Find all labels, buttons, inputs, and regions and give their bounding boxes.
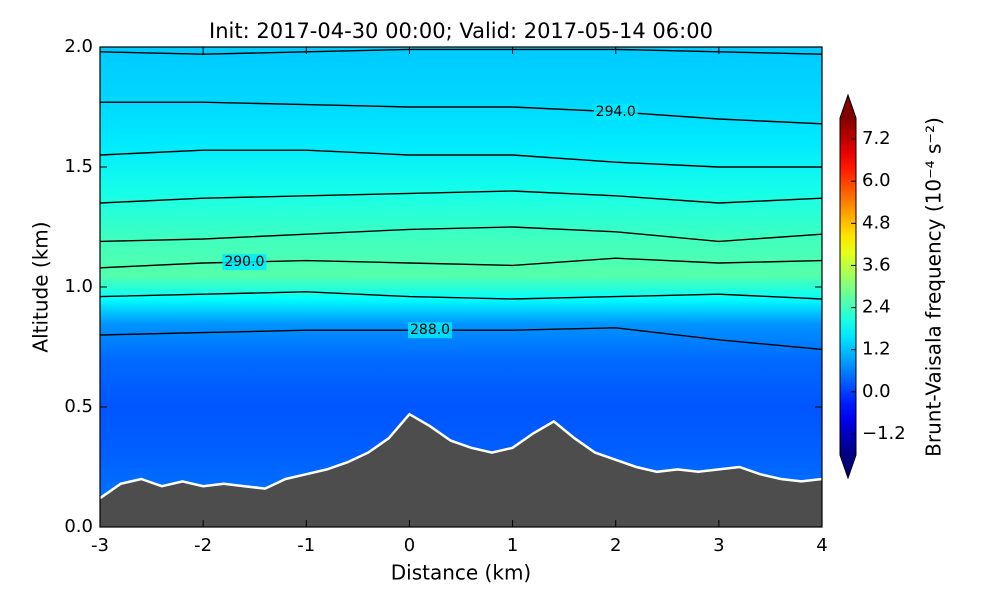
contour-line: [100, 149, 822, 168]
colorbar-extend-min: [840, 455, 856, 478]
x-tick-label: 3: [713, 535, 724, 556]
x-tick-label: -3: [91, 535, 109, 556]
contour-line: [100, 257, 822, 269]
contour-label: 294.0: [596, 104, 636, 120]
x-tick-label: -1: [297, 535, 315, 556]
x-tick-label: 1: [507, 535, 518, 556]
y-tick-label: 1.5: [64, 156, 93, 177]
y-tick-label: 0.0: [64, 516, 93, 537]
contour-line: [100, 226, 822, 243]
colorbar-frame: [839, 93, 857, 480]
colorbar-tick-label: −1.2: [862, 423, 906, 444]
contour-line: [100, 327, 822, 351]
colorbar-label: Brunt-Vaisala frequency (10⁻⁴ s⁻²): [922, 117, 946, 457]
colorbar-extend-max: [840, 95, 856, 118]
contour-label-bg: [593, 103, 638, 120]
contour-label-bg: [408, 322, 453, 339]
colorbar-tick-label: 7.2: [862, 128, 891, 149]
field-band: [100, 323, 822, 360]
x-axis-label: Distance (km): [391, 561, 531, 585]
contour-line: [100, 101, 822, 125]
terrain-outline: [100, 412, 822, 500]
contour-label: 288.0: [410, 322, 450, 338]
colorbar-tick-label: 2.4: [862, 297, 891, 318]
field-band: [100, 191, 822, 240]
x-tick-label: 0: [404, 535, 415, 556]
field-band: [100, 239, 822, 276]
x-tick-label: 4: [816, 535, 827, 556]
y-tick-label: 1.0: [64, 276, 93, 297]
colorbar-tick-label: 6.0: [862, 170, 891, 191]
y-tick-label: 0.5: [64, 396, 93, 417]
contour-label-bg: [222, 254, 267, 271]
terrain: [100, 414, 822, 527]
x-tick-label: 2: [610, 535, 621, 556]
contour-line: [100, 48, 822, 55]
field-band: [100, 143, 822, 192]
field-band: [100, 299, 822, 324]
contour-label: 290.0: [224, 254, 264, 270]
contour-line: [100, 291, 822, 300]
y-tick-label: 2.0: [64, 36, 93, 57]
field-band: [100, 359, 822, 408]
colorbar: [840, 118, 856, 455]
field-band: [100, 275, 822, 300]
x-tick-label: -2: [194, 535, 212, 556]
chart-title: Init: 2017-04-30 00:00; Valid: 2017-05-1…: [209, 19, 713, 43]
colorbar-tick-label: 4.8: [862, 212, 891, 233]
plot-area: 288.0 290.0 294.0: [100, 47, 822, 527]
contour-line: [100, 190, 822, 204]
y-axis-label: Altitude (km): [29, 221, 53, 352]
colorbar-tick-label: 1.2: [862, 339, 891, 360]
colorbar-tick-label: 3.6: [862, 254, 891, 275]
colorbar-tick-label: 0.0: [862, 381, 891, 402]
field-band: [100, 47, 822, 96]
